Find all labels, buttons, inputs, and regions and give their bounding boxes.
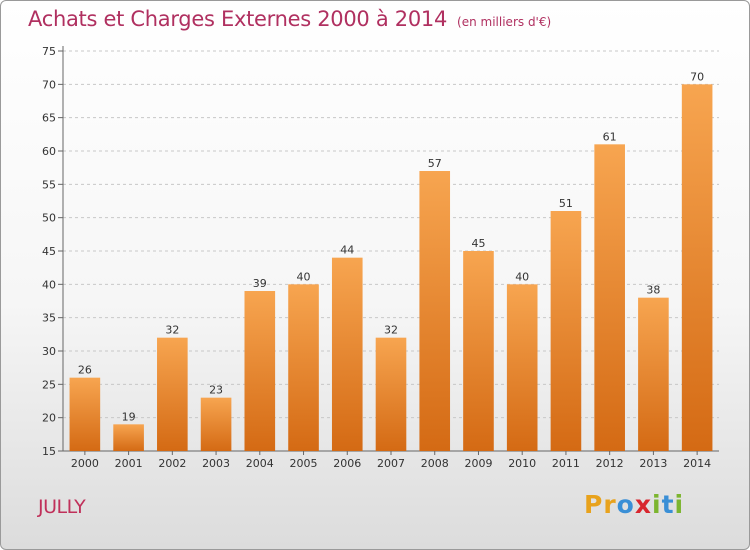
y-tick-label-45: 45: [42, 245, 56, 258]
x-tick-label-2014: 2014: [683, 457, 711, 470]
y-tick-label-70: 70: [42, 78, 56, 91]
value-label-2004: 39: [253, 277, 267, 290]
bar-2014: [681, 84, 713, 451]
x-tick-label-2000: 2000: [71, 457, 99, 470]
logo-letter: i: [652, 490, 662, 519]
logo-letter: r: [603, 490, 617, 519]
logo-letter: o: [616, 490, 635, 519]
x-tick-label-2011: 2011: [552, 457, 580, 470]
chart-subtitle: (en milliers d'€): [457, 15, 552, 29]
value-label-2002: 32: [165, 324, 179, 337]
y-tick-label-75: 75: [42, 45, 56, 58]
value-label-2000: 26: [78, 364, 92, 377]
chart-title: Achats et Charges Externes 2000 à 2014 (e…: [28, 7, 551, 31]
title-text: Achats et Charges Externes 2000 à 2014: [28, 7, 448, 31]
logo-letter: t: [661, 490, 675, 519]
logo-letter: i: [674, 490, 685, 519]
value-label-2014: 70: [690, 70, 704, 83]
commune-name: JULLY: [38, 496, 86, 518]
bar-2005: [288, 284, 319, 451]
y-tick-label-55: 55: [42, 178, 56, 191]
bar-2012: [594, 144, 625, 452]
x-tick-label-2002: 2002: [158, 457, 186, 470]
x-tick-label-2005: 2005: [290, 457, 318, 470]
y-tick-label-40: 40: [42, 278, 56, 291]
x-tick-label-2008: 2008: [421, 457, 449, 470]
y-tick-label-65: 65: [42, 112, 56, 125]
value-label-2005: 40: [297, 270, 311, 283]
value-label-2013: 38: [646, 284, 660, 297]
x-tick-label-2013: 2013: [639, 457, 667, 470]
y-tick-label-50: 50: [42, 212, 56, 225]
x-tick-label-2006: 2006: [333, 457, 361, 470]
y-tick-label-35: 35: [42, 312, 56, 325]
value-label-2007: 32: [384, 324, 398, 337]
y-tick-label-60: 60: [42, 145, 56, 158]
value-label-2011: 51: [559, 197, 573, 210]
logo-letter: P: [584, 490, 604, 519]
labels: 15 20 25 30 35 40 45 50 55 60 65 70 75 26 2000 19 2001 32…: [42, 45, 711, 470]
x-tick-label-2010: 2010: [508, 457, 536, 470]
logo-letter: x: [634, 490, 652, 519]
value-label-2008: 57: [428, 157, 442, 170]
bar-2003: [200, 397, 232, 451]
bar-2009: [463, 251, 494, 451]
value-label-2012: 61: [603, 130, 617, 143]
bar-2006: [331, 257, 363, 451]
value-label-2009: 45: [471, 237, 485, 250]
x-tick-label-2003: 2003: [202, 457, 230, 470]
bar-2002: [157, 337, 188, 451]
bar-2011: [550, 211, 582, 451]
y-tick-label-25: 25: [42, 378, 56, 391]
bar-2008: [419, 171, 451, 451]
bar-2000: [69, 377, 101, 451]
proxiti-logo[interactable]: Proxiti: [584, 490, 684, 519]
bar-2010: [506, 284, 538, 451]
bar-2001: [113, 424, 144, 451]
y-tick-label-20: 20: [42, 412, 56, 425]
y-tick-label-15: 15: [42, 445, 56, 458]
x-tick-label-2009: 2009: [464, 457, 492, 470]
value-label-2001: 19: [122, 410, 136, 423]
x-tick-label-2012: 2012: [596, 457, 624, 470]
value-label-2006: 44: [340, 244, 354, 257]
bars: [69, 84, 713, 452]
y-tick-label-30: 30: [42, 345, 56, 358]
x-tick-label-2004: 2004: [246, 457, 274, 470]
value-label-2010: 40: [515, 270, 529, 283]
bar-2004: [244, 291, 276, 451]
bar-2007: [375, 337, 407, 451]
value-label-2003: 23: [209, 384, 223, 397]
x-tick-label-2001: 2001: [115, 457, 143, 470]
x-tick-label-2007: 2007: [377, 457, 405, 470]
bar-2013: [638, 297, 669, 451]
